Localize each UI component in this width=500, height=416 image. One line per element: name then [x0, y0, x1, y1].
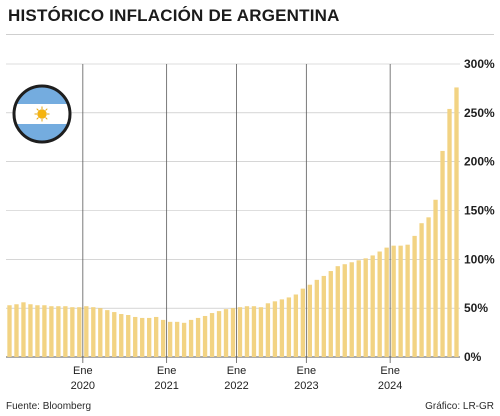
bar [258, 307, 264, 357]
bar [419, 223, 424, 357]
x-tick-year: 2024 [378, 380, 402, 392]
x-tick-month: Ene [297, 365, 317, 377]
y-tick-label: 250% [464, 106, 495, 120]
y-tick-label: 50% [464, 301, 488, 315]
bar [174, 321, 180, 357]
bar [209, 313, 215, 357]
bar [216, 311, 222, 357]
bar [454, 87, 459, 357]
bar [342, 264, 347, 357]
bar [84, 306, 89, 357]
x-tick-month: Ene [227, 365, 247, 377]
bar [21, 302, 26, 357]
bar [244, 306, 250, 357]
bar [265, 303, 271, 357]
bar [160, 319, 166, 357]
bar [384, 247, 389, 357]
bar [230, 308, 236, 357]
bar [56, 306, 61, 357]
bar [195, 317, 201, 357]
bar [133, 316, 138, 357]
bar [335, 266, 340, 357]
bar [447, 108, 452, 357]
bar [272, 301, 278, 357]
x-tick-month: Ene [73, 365, 93, 377]
y-tick-label: 100% [464, 252, 495, 266]
bar [126, 315, 131, 357]
bar [286, 297, 292, 357]
bar [293, 294, 299, 357]
x-tick-year: 2020 [71, 380, 95, 392]
bar [398, 245, 403, 357]
bar [314, 279, 319, 357]
x-tick-year: 2021 [154, 380, 178, 392]
y-axis-labels: 0% 50% 100% 150% 200% 250% 300% [464, 57, 495, 364]
bar [188, 319, 194, 357]
bar [426, 217, 431, 357]
bar [363, 258, 368, 357]
bar [433, 199, 438, 357]
bar [440, 150, 445, 357]
y-tick-label: 200% [464, 155, 495, 169]
x-tick-year: 2023 [294, 380, 318, 392]
bar [167, 321, 173, 357]
bar [98, 308, 103, 357]
bar [140, 317, 145, 357]
credit-note: Gráfico: LR-GR [425, 401, 494, 412]
bar [328, 271, 333, 357]
bar [105, 310, 110, 357]
bar [42, 305, 47, 357]
bar [147, 317, 152, 357]
x-tick-month: Ene [157, 365, 177, 377]
y-tick-label: 0% [464, 350, 482, 364]
bar [405, 244, 410, 357]
bar [349, 262, 354, 357]
bar [49, 306, 54, 357]
source-note: Fuente: Bloomberg [6, 401, 92, 412]
bar [70, 307, 75, 357]
bars [7, 87, 459, 357]
bar [77, 307, 82, 357]
bar [119, 314, 124, 357]
y-tick-label: 150% [464, 204, 495, 218]
bar [279, 299, 285, 357]
bar [307, 284, 312, 357]
bar [237, 307, 243, 357]
bar [391, 245, 396, 357]
y-tick-label: 300% [464, 57, 495, 71]
bar [356, 260, 361, 357]
bar [112, 312, 117, 357]
bar [321, 275, 326, 357]
bar [35, 305, 40, 357]
bar [370, 255, 375, 357]
bar [300, 288, 306, 357]
bar [91, 307, 96, 357]
bar [223, 309, 229, 357]
bar [251, 306, 257, 357]
bar [181, 322, 187, 357]
bar [202, 315, 208, 357]
argentina-flag-icon [12, 84, 72, 144]
x-axis-labels: Ene 2020 Ene 2021 Ene 2022 Ene 2023 Ene 2024 [71, 365, 403, 392]
bar [28, 304, 33, 357]
bar [377, 251, 382, 357]
year-lines [82, 64, 391, 363]
bar [63, 306, 68, 357]
title-divider [6, 34, 494, 35]
chart-title: HISTÓRICO INFLACIÓN DE ARGENTINA [8, 6, 340, 25]
x-tick-month: Ene [380, 365, 400, 377]
x-tick-year: 2022 [224, 380, 248, 392]
bar [14, 304, 19, 357]
bar [7, 305, 12, 357]
bar [154, 316, 159, 357]
bar [412, 235, 417, 357]
